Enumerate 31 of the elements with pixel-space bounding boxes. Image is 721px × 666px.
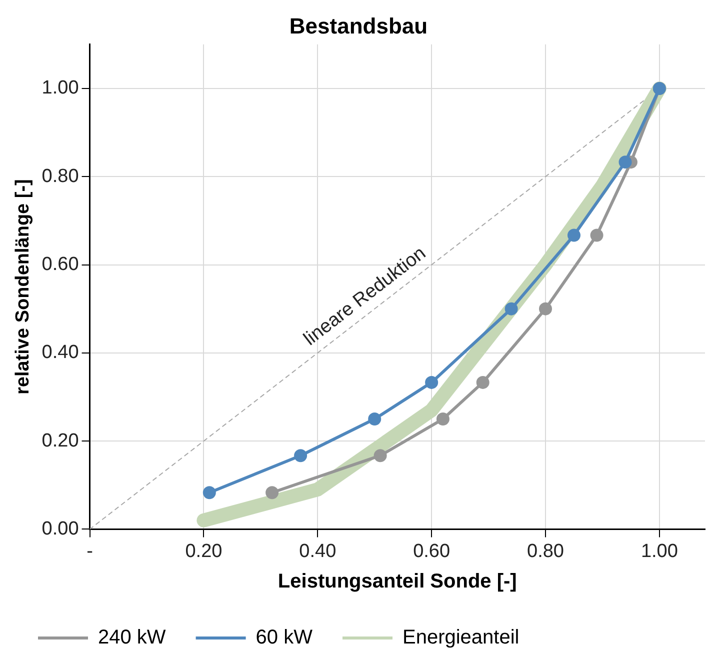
point (294, 449, 308, 462)
point (266, 486, 279, 500)
legend-label: 60 kW (256, 626, 313, 649)
point (539, 302, 552, 316)
y-tick-label: 0.80 (42, 166, 79, 187)
point (567, 228, 580, 242)
point (425, 376, 438, 389)
y-tick-label: 1.00 (42, 78, 79, 99)
x-tick-label: 0.80 (527, 540, 564, 562)
x-axis-title: Leistungsanteil Sonde [-] (278, 570, 517, 593)
x-tick-label: 1.00 (640, 540, 678, 562)
y-tick-label: 0.60 (42, 254, 79, 275)
x-tick-label: 0.60 (413, 540, 450, 562)
point (504, 302, 518, 316)
point (590, 228, 604, 242)
x-tick-label: 0.20 (185, 540, 222, 562)
legend-label: Energieanteil (402, 626, 520, 649)
x-tick-label: 0.40 (299, 540, 336, 562)
y-tick-label: 0.20 (42, 430, 79, 452)
y-tick-label: 0.40 (42, 342, 79, 364)
point (368, 412, 382, 426)
point (476, 376, 490, 389)
x-tick-label: - (86, 540, 93, 562)
point (202, 486, 216, 500)
y-tick-label: 0.00 (42, 518, 79, 540)
y-axis-title: relative Sondenlänge [-] (12, 179, 34, 394)
point (436, 412, 450, 426)
legend-label: 240 kW (98, 626, 166, 649)
point (374, 449, 387, 462)
point (618, 156, 632, 169)
chart-title: Bestandsbau (289, 13, 428, 38)
